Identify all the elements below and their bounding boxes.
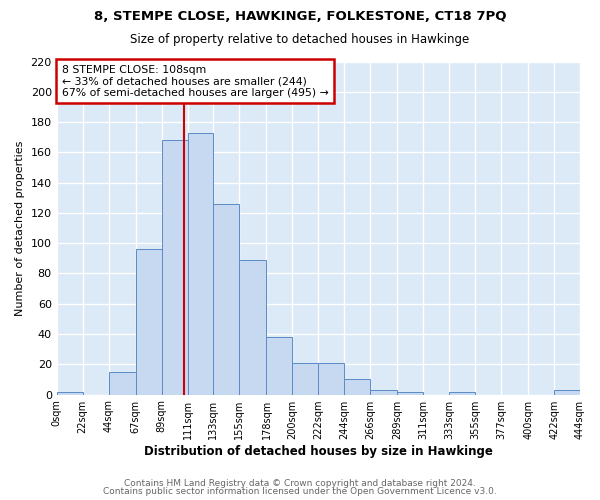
Text: Size of property relative to detached houses in Hawkinge: Size of property relative to detached ho… — [130, 32, 470, 46]
Text: 8, STEMPE CLOSE, HAWKINGE, FOLKESTONE, CT18 7PQ: 8, STEMPE CLOSE, HAWKINGE, FOLKESTONE, C… — [94, 10, 506, 23]
Bar — [214, 204, 239, 394]
Bar — [344, 380, 370, 394]
Bar — [109, 372, 136, 394]
Bar — [370, 390, 397, 394]
Bar — [449, 392, 475, 394]
Bar — [397, 392, 423, 394]
Bar — [554, 390, 580, 394]
Bar — [266, 337, 292, 394]
Bar — [161, 140, 187, 394]
Bar — [136, 249, 161, 394]
Bar — [56, 392, 83, 394]
Bar — [239, 260, 266, 394]
Text: 8 STEMPE CLOSE: 108sqm
← 33% of detached houses are smaller (244)
67% of semi-de: 8 STEMPE CLOSE: 108sqm ← 33% of detached… — [62, 65, 329, 98]
Bar — [187, 132, 214, 394]
Text: Contains HM Land Registry data © Crown copyright and database right 2024.: Contains HM Land Registry data © Crown c… — [124, 478, 476, 488]
X-axis label: Distribution of detached houses by size in Hawkinge: Distribution of detached houses by size … — [144, 444, 493, 458]
Text: Contains public sector information licensed under the Open Government Licence v3: Contains public sector information licen… — [103, 487, 497, 496]
Bar — [319, 363, 344, 394]
Bar — [292, 363, 319, 394]
Y-axis label: Number of detached properties: Number of detached properties — [15, 140, 25, 316]
